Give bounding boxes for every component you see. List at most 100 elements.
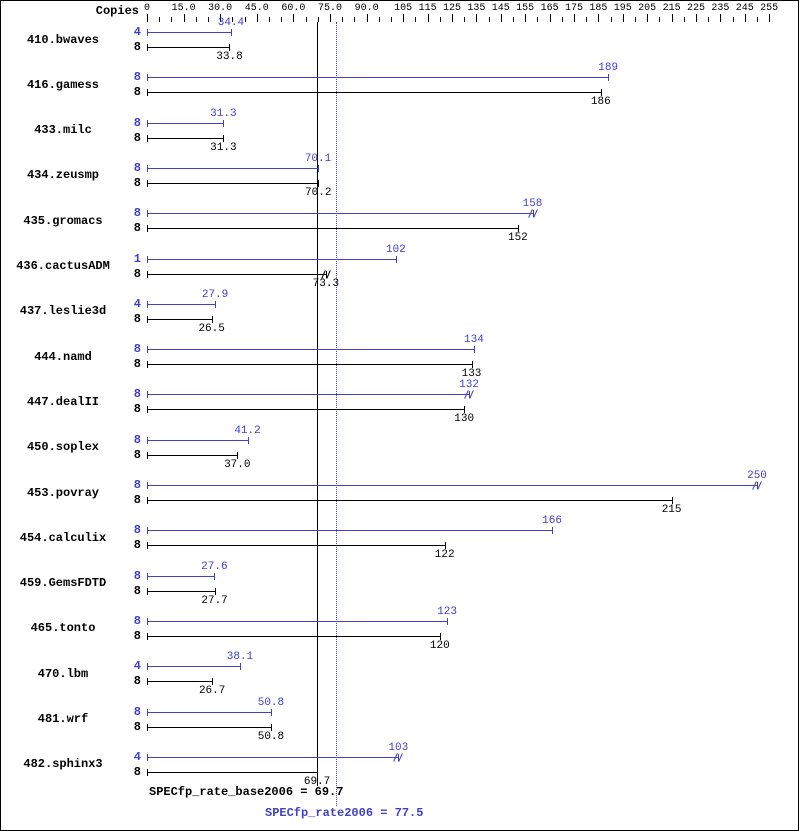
bar-base <box>147 545 445 547</box>
bar-start-cap <box>147 179 148 187</box>
value-label-peak: 38.1 <box>226 651 254 664</box>
value-label-base: 120 <box>429 639 450 652</box>
bar-peak <box>147 711 271 713</box>
copies-label-peak: 8 <box>133 160 141 175</box>
bar-peak <box>147 530 553 532</box>
copies-label-base: 8 <box>133 357 141 372</box>
bar-end-cap <box>317 768 319 776</box>
axis-minor-tick <box>171 17 173 22</box>
copies-label-peak: 8 <box>133 115 141 130</box>
axis-minor-tick <box>586 17 588 22</box>
base-rate-label: SPECfp_rate_base2006 = 69.7 <box>149 785 344 799</box>
benchmark-label: 465.tonto <box>30 621 96 636</box>
copies-label-base: 8 <box>133 674 141 689</box>
axis-minor-tick <box>342 17 344 22</box>
axis-minor-tick <box>232 17 234 22</box>
axis-minor-tick <box>195 17 197 22</box>
copies-label-peak: 8 <box>133 432 141 447</box>
axis-tick-label: 165 <box>540 3 559 14</box>
bar-peak <box>147 756 399 758</box>
axis-minor-tick <box>354 17 356 22</box>
value-label-peak: 103 <box>388 741 409 754</box>
value-label-base: 133 <box>461 368 482 381</box>
bar-base <box>147 500 672 501</box>
axis-minor-tick <box>757 17 758 22</box>
bar-peak <box>147 349 474 351</box>
copies-label-peak: 4 <box>133 749 141 764</box>
bar-end-cap <box>464 406 466 414</box>
bar-start-cap <box>147 663 148 671</box>
bar-start-cap <box>147 768 148 776</box>
bar-start-cap <box>147 632 148 640</box>
bar-end-cap <box>757 482 758 489</box>
benchmark-label: 482.sphinx3 <box>23 757 103 772</box>
value-label-peak: 166 <box>542 515 562 528</box>
bar-start-cap <box>147 527 148 535</box>
reference-line-peak <box>336 22 338 806</box>
bar-start-cap <box>147 346 148 354</box>
benchmark-label: 470.lbm <box>37 666 89 681</box>
axis-tick-label: 30.0 <box>208 3 233 14</box>
axis-major-tick <box>647 14 649 22</box>
bar-start-cap <box>147 406 148 414</box>
axis-minor-tick <box>391 17 392 22</box>
bar-end-cap <box>608 74 610 82</box>
value-label-base: 152 <box>507 232 528 245</box>
benchmark-label: 450.soplex <box>26 440 99 455</box>
axis-minor-tick <box>269 17 270 22</box>
bar-end-cap <box>215 300 217 308</box>
bar-base <box>147 273 326 275</box>
value-label-base: 26.7 <box>198 685 226 698</box>
bar-base <box>147 92 601 94</box>
bar-base <box>147 681 213 683</box>
axis-minor-tick <box>635 17 636 22</box>
bar-start-cap <box>147 572 148 580</box>
copies-label-peak: 4 <box>133 659 141 674</box>
bar-start-cap <box>147 436 148 444</box>
axis-tick-label: 15.0 <box>171 3 196 14</box>
axis-minor-tick <box>537 17 539 22</box>
bar-end-cap <box>552 527 554 535</box>
benchmark-label: 447.dealII <box>26 394 99 409</box>
value-label-base: 69.7 <box>303 775 331 788</box>
axis-minor-tick <box>415 17 417 22</box>
bar-end-cap <box>325 270 327 278</box>
copies-label-peak: 1 <box>133 251 141 266</box>
axis-tick-label: 135 <box>467 3 486 14</box>
benchmark-label: 444.namd <box>34 349 92 364</box>
copies-label-base: 8 <box>133 447 141 462</box>
copies-label-base: 8 <box>133 402 141 417</box>
value-label-base: 186 <box>590 96 611 109</box>
bar-end-cap <box>447 617 449 625</box>
axis-major-tick <box>403 14 405 22</box>
peak-rate-label: SPECfp_rate2006 = 77.5 <box>265 806 424 820</box>
bar-end-cap <box>444 542 446 550</box>
bar-start-cap <box>147 678 148 686</box>
value-label-base: 70.2 <box>305 186 332 199</box>
copies-label-peak: 4 <box>133 296 141 311</box>
axis-minor-tick <box>378 17 380 22</box>
axis-tick-label: 195 <box>613 3 632 14</box>
axis-major-tick <box>744 14 746 22</box>
bar-base <box>147 318 212 320</box>
axis-minor-tick <box>464 17 466 22</box>
copies-label-base: 8 <box>133 493 141 507</box>
value-label-peak: 34.4 <box>217 17 245 29</box>
benchmark-label: 437.leslie3d <box>19 304 107 319</box>
bar-end-cap <box>395 255 397 263</box>
axis-major-tick <box>720 14 722 22</box>
axis-minor-tick <box>659 17 661 22</box>
value-label-peak: 250 <box>747 470 767 482</box>
axis-minor-tick <box>208 17 209 22</box>
axis-major-tick <box>671 14 673 22</box>
value-label-peak: 123 <box>437 605 458 618</box>
axis-minor-tick <box>244 17 246 22</box>
axis-major-tick <box>476 14 478 22</box>
axis-major-tick <box>525 14 527 22</box>
bar-peak <box>147 258 396 260</box>
bar-start-cap <box>147 753 148 761</box>
bar-peak <box>147 575 215 577</box>
copies-label-peak: 8 <box>133 704 141 719</box>
axis-tick-label: 115 <box>418 3 437 14</box>
bar-base <box>147 364 472 366</box>
